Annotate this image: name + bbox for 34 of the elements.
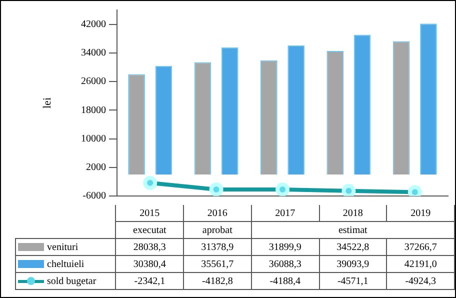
x-tick-label: 2016 [184,205,252,222]
x-tick-label: 2015 [116,205,184,222]
y-tick-label: 34000 [81,48,106,59]
data-label: 34522,8 [319,238,387,256]
legend-label: sold bugetar [16,272,116,290]
data-label: -4924,3 [386,272,454,290]
data-label: -4571,1 [319,272,387,290]
data-label: -4188,4 [251,272,320,290]
x-tick-label: 2018 [319,205,387,222]
x-tick-label: 2017 [251,205,320,222]
text: estimat [251,222,454,238]
y-tick-label: 26000 [81,76,106,88]
data-label: 37266,7 [386,238,454,256]
data-label: 42191,0 [386,256,454,272]
data-label: 36088,3 [251,256,320,272]
y-tick-label: -6000 [82,190,106,202]
data-label: -4182,8 [184,272,252,290]
x-tick-label: 2019 [386,205,454,222]
text: executat [116,222,184,238]
data-label: 35561,7 [184,256,252,272]
data-label: 31378,9 [184,238,252,256]
data-label: 28038,3 [116,238,184,256]
data-label: -2342,1 [116,272,184,290]
data-label: 31899,9 [251,238,320,256]
legend-label: cheltuieli [16,256,116,272]
data-label: 30380,4 [116,256,184,272]
y-tick-label: 2000 [86,162,106,174]
text: aprobat [184,222,252,238]
data-label: 39093,9 [319,256,387,272]
y-tick-label: 18000 [81,104,106,116]
legend-label: venituri [16,238,116,256]
y-tick-label: 10000 [81,133,106,144]
y-axis-title: lei [41,98,54,108]
y-tick-label: 42000 [81,18,106,30]
